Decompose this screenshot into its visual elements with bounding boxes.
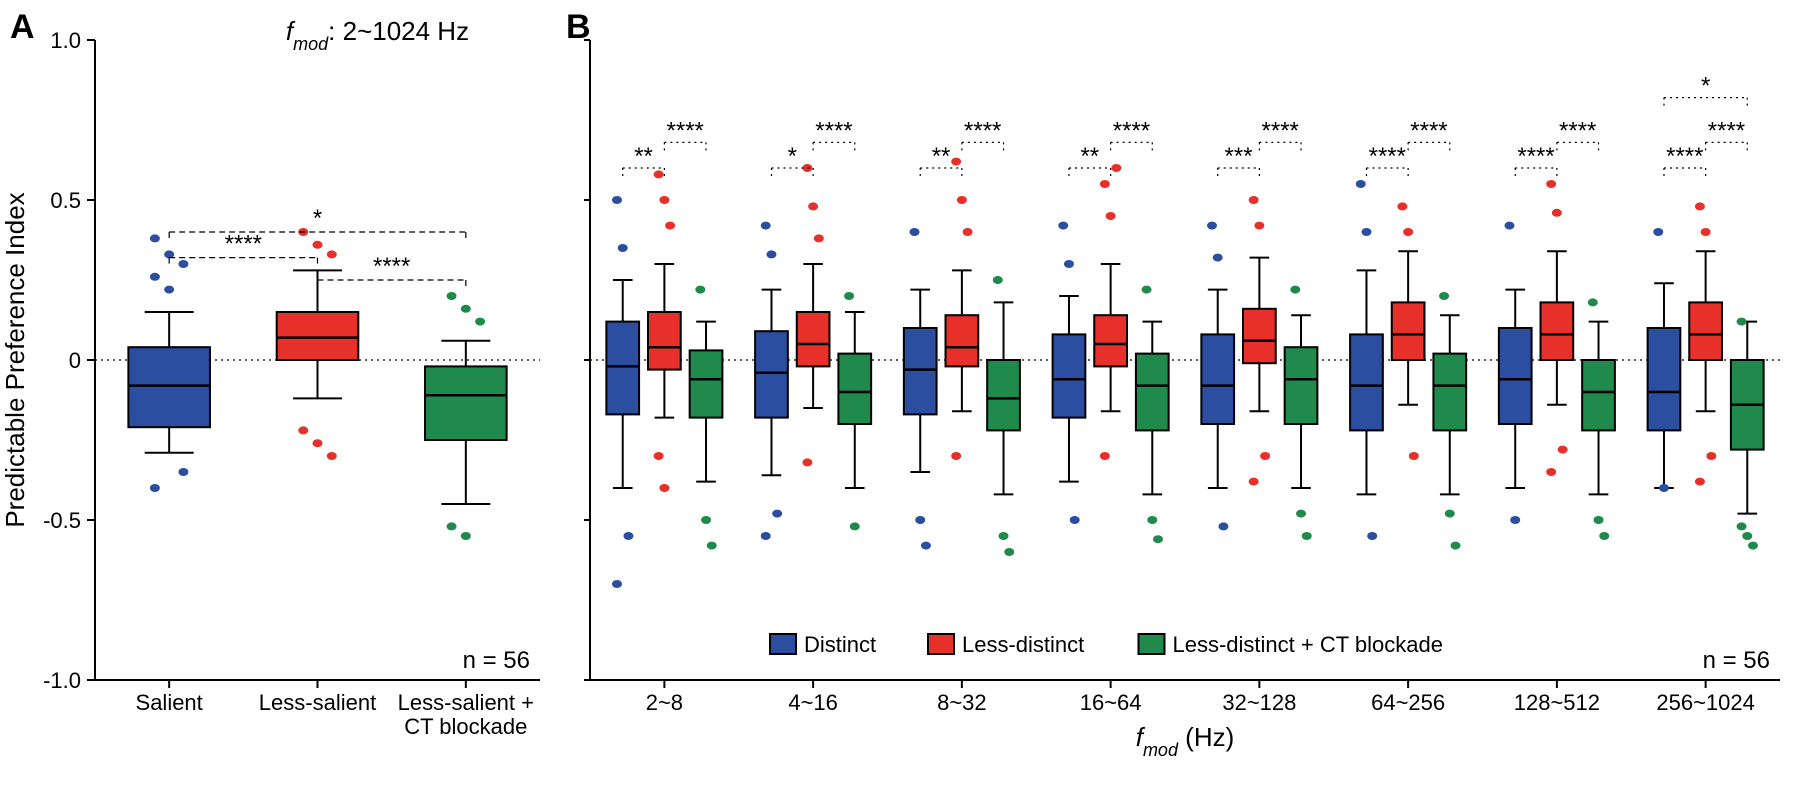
- sig-stars: **: [1080, 143, 1099, 170]
- ytick-label: -1.0: [43, 668, 81, 693]
- sig-stars: *: [788, 143, 797, 170]
- xcat-b: 8~32: [937, 690, 987, 715]
- sig-stars: ****: [1369, 143, 1406, 170]
- sig-stars: ****: [667, 117, 704, 144]
- xcat-b: 64~256: [1371, 690, 1445, 715]
- sig-stars: *: [1701, 73, 1710, 100]
- sig-stars: ***: [1225, 143, 1253, 170]
- sig-stars: ****: [964, 117, 1001, 144]
- sig-stars: ****: [1666, 143, 1703, 170]
- xcat-b: 128~512: [1514, 690, 1600, 715]
- xcat-a: CT blockade: [404, 714, 527, 739]
- sig-stars: ****: [1113, 117, 1150, 144]
- legend: Distinct Less-distinct Less-distinct + CT …: [770, 632, 1443, 657]
- legend-label: Distinct: [804, 632, 876, 657]
- sig-stars: ****: [815, 117, 852, 144]
- xcat-a: Less-salient: [259, 690, 376, 715]
- sig-stars: ****: [1559, 117, 1596, 144]
- sig-stars: ****: [225, 231, 262, 258]
- n-text-a: n = 56: [463, 647, 530, 674]
- ytick-label: -0.5: [43, 508, 81, 533]
- xcat-b: 4~16: [788, 690, 838, 715]
- legend-label: Less-distinct + CT blockade: [1173, 632, 1443, 657]
- xcat-b: 16~64: [1080, 690, 1142, 715]
- xcat-b: 256~1024: [1656, 690, 1755, 715]
- xcat-a: Less-salient +: [398, 690, 534, 715]
- ytick-label: 0.5: [50, 188, 81, 213]
- panel-b: B2~8******4~16*****8~32******16~64******…: [560, 0, 1800, 787]
- yaxis-title: Predictable Preference Index: [0, 192, 30, 527]
- xaxis-title: fmod (Hz): [1136, 722, 1235, 760]
- panel-a: Afmod: 2~1024 Hz -1.0 -0.5 0 0.5 1.0 Predictab…: [0, 0, 560, 787]
- sig-stars: *: [313, 205, 322, 232]
- sig-stars: **: [634, 143, 653, 170]
- ytick-label: 0: [69, 348, 81, 373]
- sig-stars: ****: [1410, 117, 1447, 144]
- sig-stars: ****: [1517, 143, 1554, 170]
- sig-stars: ****: [1262, 117, 1299, 144]
- xcat-b: 32~128: [1222, 690, 1296, 715]
- xcat-a: Salient: [136, 690, 203, 715]
- xcat-b: 2~8: [646, 690, 683, 715]
- sig-stars: ****: [1708, 117, 1745, 144]
- n-text-b: n = 56: [1703, 647, 1770, 674]
- sig-stars: **: [932, 143, 951, 170]
- legend-label: Less-distinct: [962, 632, 1084, 657]
- panel-a-label: A: [10, 8, 35, 46]
- ytick-label: 1.0: [50, 28, 81, 53]
- sig-stars: ****: [373, 253, 410, 280]
- panel-a-title: fmod: 2~1024 Hz: [286, 16, 469, 54]
